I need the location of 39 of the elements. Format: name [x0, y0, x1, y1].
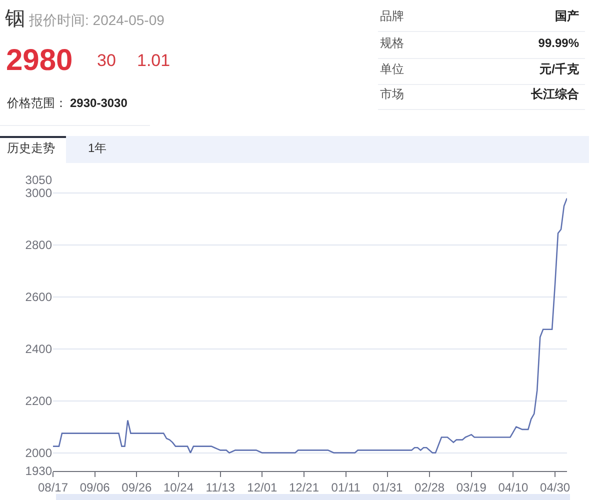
- text: 规格: [380, 36, 404, 51]
- y-tick-label: 3000: [25, 186, 52, 200]
- text: 国产: [555, 9, 579, 24]
- x-tick-label: 09/26: [122, 480, 152, 494]
- y-tick-label: 2200: [25, 394, 52, 408]
- y-tick-label: 2800: [25, 238, 52, 252]
- text: 2930-3030: [70, 96, 128, 111]
- x-tick-label: 12/21: [289, 480, 320, 494]
- x-tick-label: 10/24: [163, 480, 194, 494]
- x-tick-label: 11/13: [206, 480, 236, 494]
- text: 单位: [380, 62, 404, 77]
- text: 2980: [6, 44, 73, 78]
- text: 1年: [88, 141, 107, 156]
- y-tick-label: 3050: [25, 173, 52, 188]
- x-tick-label: 12/01: [247, 480, 278, 494]
- text: 元/千克: [540, 62, 579, 77]
- chart-subtitle: 报价时间: 2024-05-09: [29, 12, 164, 28]
- y-tick-label: 1930: [25, 464, 52, 478]
- x-tick-label: 04/30: [540, 480, 570, 494]
- x-tick-label: 04/10: [498, 480, 529, 494]
- x-tick-label: 02/28: [414, 480, 445, 494]
- text: 品牌: [380, 9, 404, 24]
- x-tick-label: 01/11: [331, 480, 361, 494]
- text: 价格范围：: [7, 96, 67, 111]
- text: 99.99%: [538, 36, 579, 51]
- text: 长江综合: [531, 87, 579, 102]
- x-tick-label: 01/31: [372, 480, 404, 494]
- y-tick-label: 2600: [25, 290, 52, 304]
- x-tick-label: 08/17: [38, 480, 68, 494]
- line-series: [53, 198, 567, 454]
- text: 30: [97, 51, 116, 71]
- x-tick-label: 03/19: [456, 480, 487, 494]
- text: 1.01: [137, 51, 170, 71]
- text: 市场: [380, 87, 404, 102]
- y-tick-label: 2400: [25, 342, 52, 356]
- y-tick-label: 2000: [25, 446, 52, 460]
- x-tick-label: 09/06: [80, 480, 110, 494]
- chart-title: 铟: [5, 8, 25, 31]
- text: 历史走势: [7, 141, 55, 156]
